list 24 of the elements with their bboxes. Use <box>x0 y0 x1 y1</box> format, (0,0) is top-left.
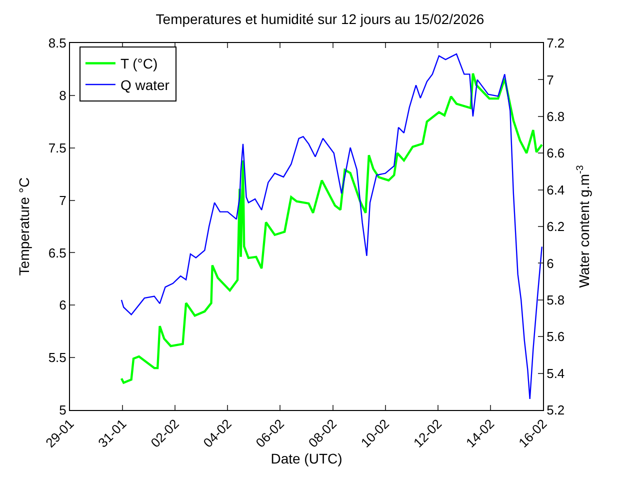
y2-tick-label: 7 <box>546 72 554 88</box>
y2-tick-label: 5.8 <box>546 292 565 308</box>
y2-tick-label: 7.2 <box>546 36 565 51</box>
y2-tick-label: 6 <box>546 256 554 271</box>
y2-tick-label: 6.4 <box>546 182 565 198</box>
y-axis-title: Temperature °C <box>16 177 32 276</box>
y-tick-label: 6.5 <box>48 245 66 260</box>
y2-tick-label: 6.8 <box>546 108 565 124</box>
y2-tick-label: 5.6 <box>546 329 565 344</box>
legend-label: T (°C) <box>120 56 158 72</box>
y-tick-label: 8 <box>59 88 66 103</box>
y2-tick-label: 5.4 <box>546 366 565 381</box>
y-tick-label: 7 <box>59 192 66 208</box>
y2-tick-label: 6.6 <box>546 146 565 161</box>
chart-title: Temperatures et humidité sur 12 jours au 15/02/2026 <box>156 11 484 28</box>
x-axis-title: Date (UTC) <box>270 450 342 466</box>
legend-label: Q water <box>120 76 170 93</box>
y2-tick-label: 5.2 <box>546 402 565 418</box>
y-tick-label: 8.5 <box>48 36 66 51</box>
y-tick-label: 6 <box>59 298 66 313</box>
y-tick-label: 5.5 <box>48 350 66 366</box>
y-tick-label: 7.5 <box>48 140 66 156</box>
y2-tick-label: 6.2 <box>546 219 565 234</box>
y-tick-label: 5 <box>59 402 66 418</box>
